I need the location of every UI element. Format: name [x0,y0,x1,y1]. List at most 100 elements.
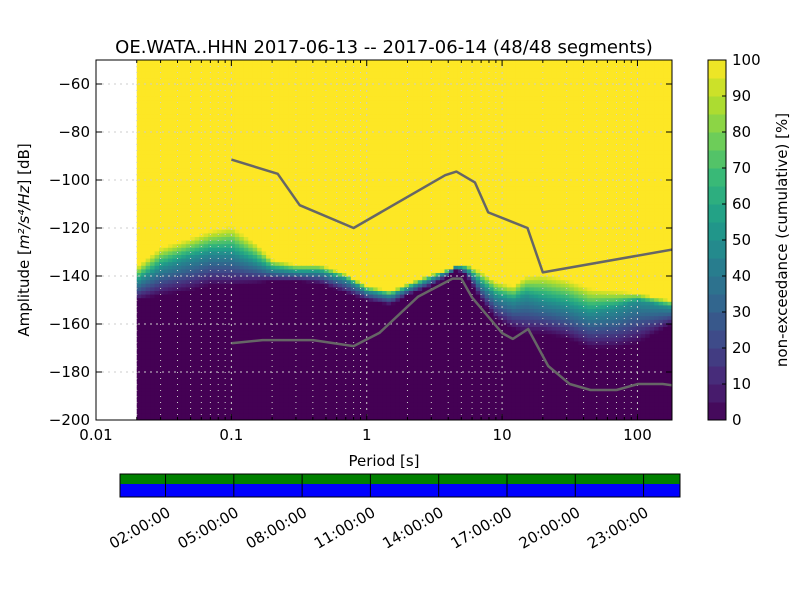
heatmap-cell [306,261,312,266]
heatmap-cell [194,175,200,180]
heatmap-cell [297,128,303,133]
heatmap-cell [172,373,178,378]
heatmap-cell [315,402,321,407]
heatmap-cell [275,294,281,299]
heatmap-cell [355,88,361,93]
heatmap-cell [167,337,174,342]
heatmap-cell [212,204,218,209]
heatmap-cell [248,387,254,392]
heatmap-cell [301,326,307,331]
heatmap-cell [261,193,267,198]
heatmap-cell [337,247,343,252]
heatmap-cell [270,168,276,173]
heatmap-cell [167,243,174,248]
heatmap-cell [346,157,352,162]
heatmap-cell [172,178,178,183]
heatmap-cell [319,351,325,356]
heatmap-cell [346,247,352,252]
heatmap-cell [288,171,294,176]
heatmap-cell [248,276,254,281]
heatmap-cell [319,333,325,338]
heatmap-cell [239,412,245,417]
heatmap-cell [346,322,352,327]
heatmap-cell [141,402,147,407]
heatmap-cell [337,222,343,227]
heatmap-cell [355,193,361,198]
heatmap-cell [324,103,330,108]
heatmap-cell [190,373,196,378]
heatmap-cell [306,189,312,194]
heatmap-cell [163,348,169,353]
heatmap-cell [306,391,312,396]
heatmap-cell [190,60,196,65]
heatmap-cell [172,164,178,169]
heatmap-cell [243,286,249,291]
heatmap-cell [328,261,334,266]
heatmap-cell [212,265,218,270]
heatmap-cell [283,412,289,417]
heatmap-cell [288,211,294,216]
heatmap-cell [324,186,330,191]
heatmap-cell [297,301,303,306]
heatmap-cell [288,99,294,104]
heatmap-cell [208,85,214,90]
heatmap-cell [315,157,321,162]
heatmap-cell [141,409,147,414]
heatmap-cell [203,214,209,219]
heatmap-cell [310,290,316,295]
heatmap-cell [221,391,227,396]
heatmap-cell [257,405,263,410]
heatmap-cell [266,308,272,313]
heatmap-cell [346,218,352,223]
heatmap-cell [350,337,356,342]
heatmap-cell [257,283,263,288]
heatmap-cell [212,240,218,245]
heatmap-cell [324,312,330,317]
heatmap-cell [337,106,343,111]
heatmap-cell [141,405,147,410]
heatmap-cell [243,315,249,320]
heatmap-cell [167,344,174,349]
heatmap-cell [190,78,196,83]
heatmap-cell [306,276,312,281]
heatmap-cell [190,416,196,420]
heatmap-cell [266,175,272,180]
heatmap-cell [346,114,352,119]
heatmap-cell [275,124,281,129]
heatmap-cell [234,146,240,151]
heatmap-cell [270,146,276,151]
heatmap-cell [328,268,334,273]
heatmap-cell [270,78,276,83]
heatmap-cell [167,150,174,155]
heatmap-cell [181,121,187,126]
heatmap-cell [185,312,191,317]
heatmap-cell [319,142,325,147]
heatmap-cell [301,178,307,183]
heatmap-cell [172,258,178,263]
heatmap-cell [136,376,142,381]
heatmap-cell [190,276,196,281]
heatmap-cell [261,240,267,245]
heatmap-cell [203,373,209,378]
heatmap-cell [199,171,205,176]
heatmap-cell [337,142,343,147]
heatmap-cell [279,168,285,173]
heatmap-cell [176,103,182,108]
heatmap-cell [230,88,236,93]
heatmap-cell [315,60,321,65]
heatmap-cell [292,304,298,309]
heatmap-cell [190,189,196,194]
heatmap-cell [217,193,223,198]
heatmap-cell [346,268,352,273]
heatmap-cell [283,146,289,151]
heatmap-cell [203,153,209,158]
heatmap-cell [203,150,209,155]
heatmap-cell [346,319,352,324]
heatmap-cell [159,207,165,212]
heatmap-cell [208,171,214,176]
heatmap-cell [230,301,236,306]
heatmap-cell [297,243,303,248]
heatmap-cell [252,394,258,399]
heatmap-cell [141,225,147,230]
heatmap-cell [319,189,325,194]
